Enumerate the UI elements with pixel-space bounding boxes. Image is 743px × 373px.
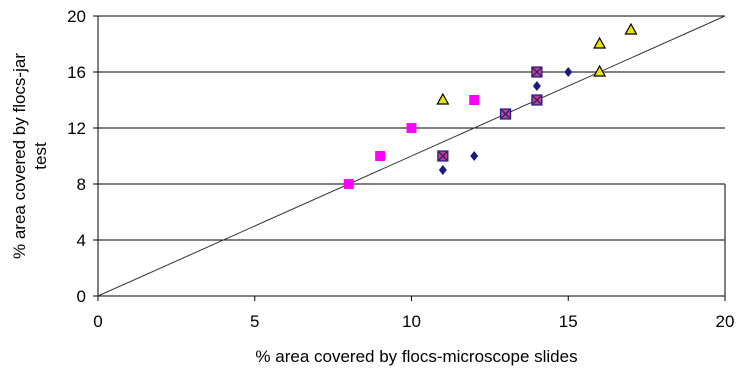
x-axis-title: % area covered by flocs-microscope slide… bbox=[255, 347, 577, 366]
square-marker bbox=[375, 151, 386, 161]
square-x-marker bbox=[531, 94, 543, 106]
y-tick-label: 4 bbox=[77, 231, 86, 250]
square-x-stroke bbox=[501, 109, 510, 119]
y-tick-label: 20 bbox=[67, 7, 86, 26]
one-to-one-line bbox=[97, 15, 726, 297]
square-x-stroke bbox=[532, 67, 542, 77]
y-tick-label: 12 bbox=[67, 119, 86, 138]
y-tick-label: 8 bbox=[77, 175, 86, 194]
x-tick-label: 0 bbox=[93, 312, 102, 331]
diamond-marker bbox=[564, 67, 573, 77]
tick-labels: 0 4 8 12 16 20 0 5 10 15 20 bbox=[67, 7, 734, 331]
y-tick-label: 16 bbox=[67, 63, 86, 82]
x-tick-label: 5 bbox=[250, 312, 259, 331]
y-axis-title-line-2: test bbox=[31, 142, 50, 170]
square-x-stroke bbox=[532, 95, 542, 105]
y-tick-label: 0 bbox=[77, 287, 86, 306]
diamond-marker bbox=[438, 165, 447, 175]
square-marker bbox=[469, 95, 480, 105]
data-points bbox=[343, 22, 638, 189]
triangle-marker bbox=[593, 64, 607, 77]
diamond-marker bbox=[470, 151, 479, 161]
reference-line-group bbox=[97, 15, 726, 297]
square-marker bbox=[406, 123, 417, 133]
x-tick-label: 10 bbox=[402, 312, 421, 331]
axes bbox=[93, 15, 726, 301]
square-marker bbox=[343, 179, 354, 189]
x-tick-label: 15 bbox=[559, 312, 578, 331]
triangle-marker bbox=[436, 92, 450, 105]
triangle-marker bbox=[593, 36, 607, 49]
x-tick-label: 20 bbox=[716, 312, 735, 331]
square-x-marker bbox=[499, 108, 512, 120]
y-axis-title-line-1: % area covered by flocs-jar bbox=[10, 53, 29, 259]
triangle-marker bbox=[624, 22, 638, 35]
square-x-stroke bbox=[438, 151, 448, 161]
diamond-marker bbox=[532, 81, 541, 91]
square-x-marker bbox=[437, 150, 449, 162]
square-x-marker bbox=[531, 66, 543, 78]
